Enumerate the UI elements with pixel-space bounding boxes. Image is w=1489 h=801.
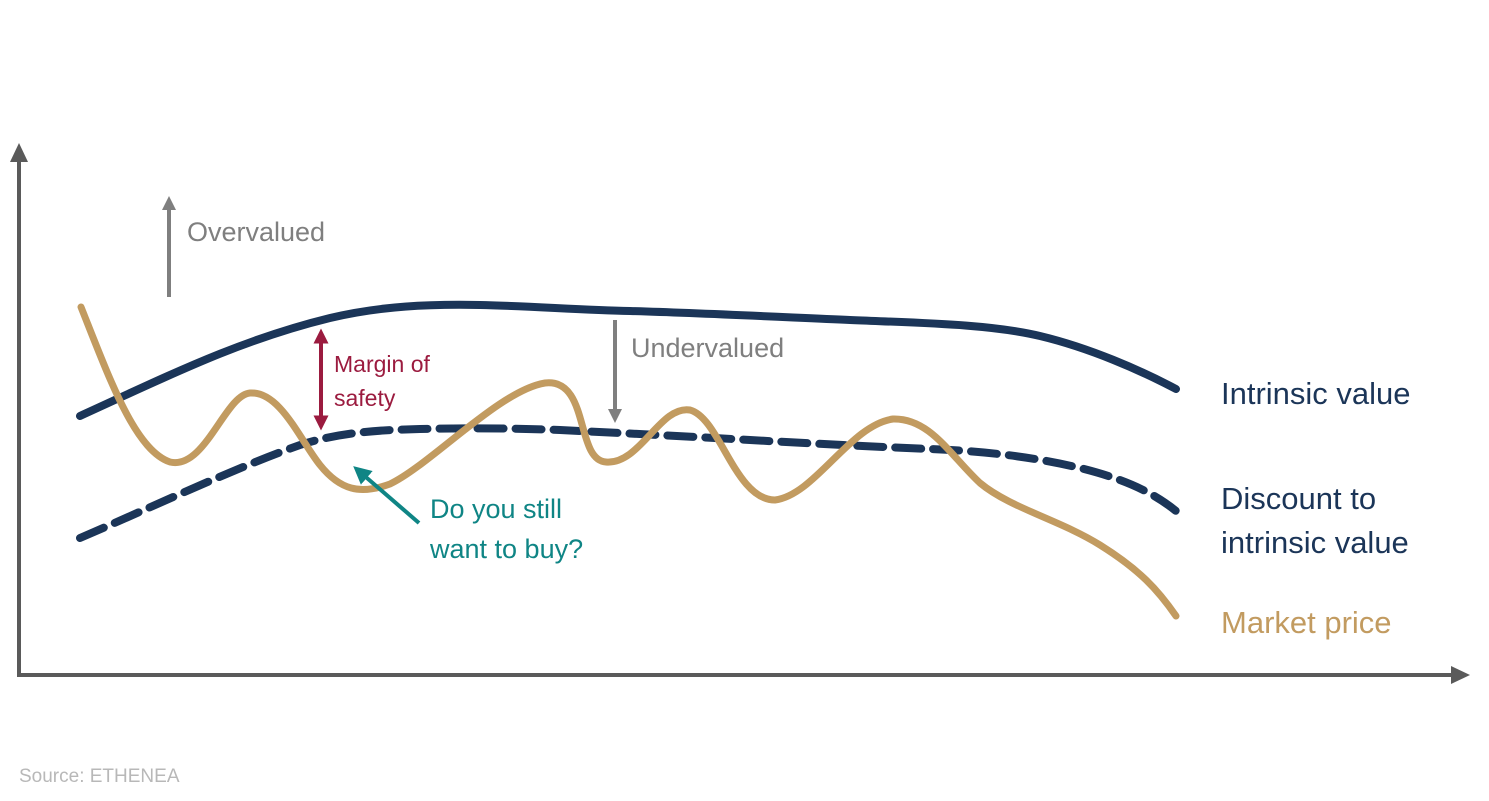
question-label-line1: Do you still: [430, 494, 562, 524]
y-axis-arrowhead: [10, 143, 28, 162]
intrinsic-value-curve: [76, 300, 1180, 420]
overvalued-label: Overvalued: [187, 217, 325, 247]
legend-discount-line1: Discount to: [1221, 481, 1376, 516]
legend-intrinsic-value: Intrinsic value: [1221, 376, 1411, 411]
legend-discount-line2: intrinsic value: [1221, 525, 1409, 560]
question-label-line2: want to buy?: [429, 534, 583, 564]
undervalued-label: Undervalued: [631, 333, 784, 363]
discount-curve: [76, 424, 1180, 542]
x-axis-arrowhead: [1451, 666, 1470, 684]
margin-of-safety-label-line1: Margin of: [334, 351, 430, 377]
axes: [10, 143, 1470, 684]
market-price-curve: [77, 303, 1180, 620]
legend-market-price: Market price: [1221, 605, 1392, 640]
question-arrow: [353, 466, 421, 525]
margin-of-safety-label-line2: safety: [334, 385, 396, 411]
source-note: Source: ETHENEA: [19, 766, 180, 787]
